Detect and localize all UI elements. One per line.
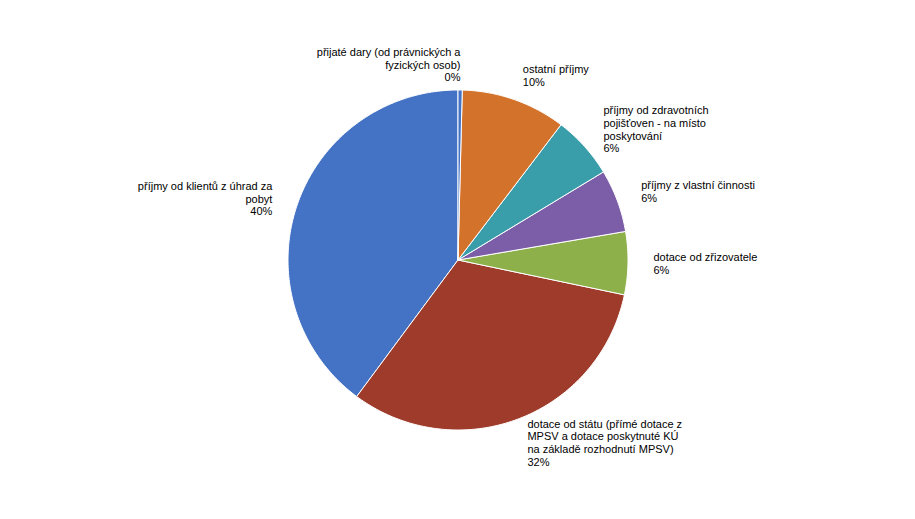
svg-text:ostatní příjmy10%: ostatní příjmy10% (523, 63, 590, 88)
svg-text:příjmy z vlastní činnosti6%: příjmy z vlastní činnosti6% (641, 179, 755, 204)
svg-text:příjmy od klientů z úhrad zapo: příjmy od klientů z úhrad zapobyt40% (138, 180, 273, 217)
svg-text:příjmy od zdravotníchpojišťove: příjmy od zdravotníchpojišťoven - na mís… (603, 104, 708, 154)
svg-text:přijaté dary (od právnických a: přijaté dary (od právnických afyzických … (317, 46, 462, 83)
svg-text:dotace od státu (přímé dotace: dotace od státu (přímé dotace zMPSV a do… (527, 418, 682, 468)
svg-text:dotace od zřizovatele6%: dotace od zřizovatele6% (653, 251, 757, 276)
